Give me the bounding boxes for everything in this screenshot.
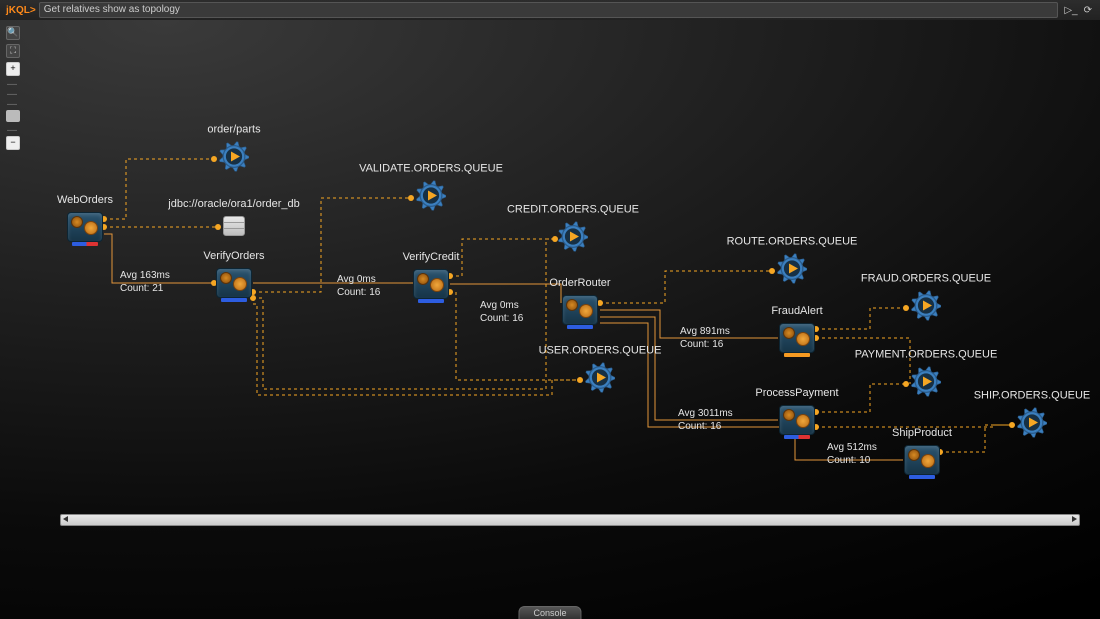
svg-text:Count: 21: Count: 21 <box>120 283 164 294</box>
svg-text:Avg 0ms: Avg 0ms <box>337 274 376 285</box>
svg-text:Count: 16: Count: 16 <box>680 339 724 350</box>
node-label: FRAUD.ORDERS.QUEUE <box>861 273 991 285</box>
node-label: SHIP.ORDERS.QUEUE <box>974 390 1091 402</box>
node-route_queue[interactable]: ROUTE.ORDERS.QUEUE <box>777 254 807 289</box>
node-verify_orders[interactable]: VerifyOrders <box>216 268 252 298</box>
node-label: VerifyOrders <box>203 250 264 262</box>
svg-text:Avg 163ms: Avg 163ms <box>120 270 170 281</box>
svg-text:Avg 3011ms: Avg 3011ms <box>678 408 733 419</box>
node-label: PAYMENT.ORDERS.QUEUE <box>855 349 998 361</box>
node-fraud_alert[interactable]: FraudAlert <box>779 323 815 353</box>
svg-text:Count: 16: Count: 16 <box>480 313 524 324</box>
top-icons: ▷_ ⟳ <box>1064 5 1100 16</box>
topology-canvas[interactable]: 🔍 ⛶ + — — — — − Avg 163msCount: 21Avg 0m… <box>0 20 1100 619</box>
node-label: VALIDATE.ORDERS.QUEUE <box>359 163 503 175</box>
command-bar: jKQL> Get relatives show as topology ▷_ … <box>0 0 1100 21</box>
node-ship_product[interactable]: ShipProduct <box>904 445 940 475</box>
svg-text:Count: 16: Count: 16 <box>678 421 722 432</box>
node-label: ProcessPayment <box>755 387 838 399</box>
node-process_payment[interactable]: ProcessPayment <box>779 405 815 435</box>
node-order_router[interactable]: OrderRouter <box>562 295 598 325</box>
node-order_db[interactable]: jdbc://oracle/ora1/order_db <box>223 216 245 236</box>
query-input[interactable]: Get relatives show as topology <box>39 2 1059 18</box>
svg-text:Avg 891ms: Avg 891ms <box>680 326 730 337</box>
svg-text:Count: 16: Count: 16 <box>337 287 381 298</box>
node-validate_queue[interactable]: VALIDATE.ORDERS.QUEUE <box>416 181 446 216</box>
prompt-label: jKQL> <box>0 5 39 16</box>
node-verify_credit[interactable]: VerifyCredit <box>413 269 449 299</box>
node-fraud_queue[interactable]: FRAUD.ORDERS.QUEUE <box>911 291 941 326</box>
node-label: order/parts <box>207 124 260 136</box>
node-label: ROUTE.ORDERS.QUEUE <box>727 236 858 248</box>
horizontal-scrollbar[interactable] <box>60 514 1080 526</box>
node-credit_queue[interactable]: CREDIT.ORDERS.QUEUE <box>558 222 588 257</box>
node-order_parts[interactable]: order/parts <box>219 142 249 177</box>
node-label: USER.ORDERS.QUEUE <box>539 345 662 357</box>
refresh-icon[interactable]: ⟳ <box>1084 5 1092 16</box>
svg-text:Count: 10: Count: 10 <box>827 455 871 466</box>
svg-text:Avg 512ms: Avg 512ms <box>827 442 877 453</box>
node-label: CREDIT.ORDERS.QUEUE <box>507 204 639 216</box>
node-label: ShipProduct <box>892 427 952 439</box>
svg-text:Avg 0ms: Avg 0ms <box>480 300 519 311</box>
node-label: FraudAlert <box>771 305 822 317</box>
node-label: OrderRouter <box>549 277 610 289</box>
node-ship_queue[interactable]: SHIP.ORDERS.QUEUE <box>1017 408 1047 443</box>
console-tab[interactable]: Console <box>518 606 581 619</box>
node-label: VerifyCredit <box>403 251 460 263</box>
node-label: jdbc://oracle/ora1/order_db <box>168 198 299 210</box>
node-web_orders[interactable]: WebOrders <box>67 212 103 242</box>
node-payment_queue[interactable]: PAYMENT.ORDERS.QUEUE <box>911 367 941 402</box>
node-label: WebOrders <box>57 194 113 206</box>
run-icon[interactable]: ▷_ <box>1064 5 1077 16</box>
node-user_queue[interactable]: USER.ORDERS.QUEUE <box>585 363 615 398</box>
